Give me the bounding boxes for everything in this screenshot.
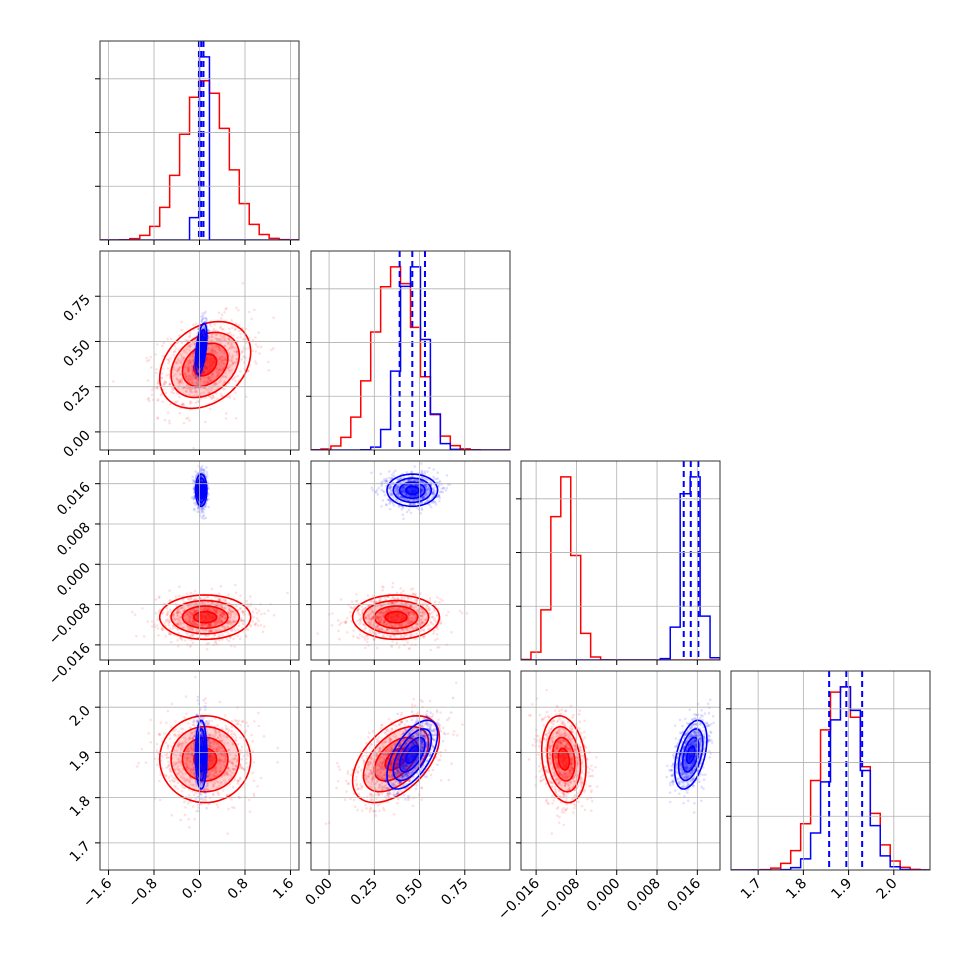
panel-2-2 — [516, 460, 721, 665]
x-tick-label: 0.000 — [584, 876, 624, 916]
panel-frame — [310, 250, 511, 451]
y-tick-label: 2.0 — [67, 703, 94, 730]
y-tick-label: −0.008 — [46, 600, 94, 648]
panel-content — [521, 671, 720, 870]
x-tick-label: 0.016 — [664, 875, 704, 915]
contour-red — [557, 747, 571, 771]
panel-1-1 — [306, 250, 511, 455]
contour-blue — [194, 719, 208, 790]
x-tick-label: −1.6 — [80, 875, 115, 910]
x-tick-label: 0.75 — [438, 876, 471, 909]
panel-3-1: 0.00 0.25 0.50 0.75 — [303, 670, 511, 909]
panel-3-0: −1.6 −0.8 0.0 0.8 1.6 1.7 1.8 1.9 2.0 — [67, 670, 300, 911]
contour-red — [192, 610, 218, 624]
x-tick-label: 1.9 — [828, 876, 855, 903]
x-tick-label: −0.008 — [535, 876, 583, 924]
x-tick-label: −0.8 — [125, 876, 160, 911]
contour-blue — [199, 341, 204, 356]
contour-blue — [685, 745, 696, 765]
panel-0-0 — [95, 40, 300, 245]
x-tick-label: 1.8 — [783, 876, 810, 903]
contour-blue — [386, 473, 439, 508]
panel-1-0: 0.00 0.25 0.50 0.75 — [60, 250, 300, 461]
panel-content — [311, 671, 510, 870]
histogram-red — [521, 476, 720, 660]
contour-red — [158, 714, 252, 804]
contour-blue — [405, 485, 420, 496]
panel-3-2: −0.016−0.008 0.000 0.008 0.016 — [495, 670, 721, 924]
contour-red — [351, 714, 441, 804]
x-tick-label: 0.25 — [348, 876, 381, 909]
y-tick-label: −0.016 — [46, 640, 94, 688]
y-tick-label: 0.00 — [60, 427, 93, 460]
y-tick-label: 0.008 — [54, 519, 94, 559]
panel-content — [521, 461, 720, 660]
panel-content — [100, 461, 299, 660]
y-tick-label: 0.50 — [60, 337, 93, 370]
panel-content — [311, 461, 510, 660]
y-tick-label: 1.8 — [67, 793, 94, 820]
x-tick-label: 0.50 — [393, 876, 426, 909]
panel-frame — [730, 670, 931, 871]
contour-red — [158, 594, 252, 641]
panel-content — [731, 671, 930, 870]
y-tick-label: 0.000 — [54, 560, 94, 600]
x-tick-label: 1.6 — [270, 875, 297, 902]
x-tick-label: 0.0 — [179, 876, 206, 903]
scatter-points-blue — [370, 696, 455, 813]
contour-blue — [405, 745, 420, 765]
panel-frame — [520, 670, 721, 871]
y-tick-label: 1.9 — [67, 748, 94, 775]
y-tick-label: 1.7 — [67, 838, 94, 865]
y-tick-label: 0.016 — [54, 479, 94, 519]
panel-content — [100, 251, 299, 450]
y-tick-label: 0.25 — [60, 382, 93, 415]
contour-blue — [199, 745, 204, 765]
panel-content — [100, 671, 299, 870]
panel-frame — [310, 460, 511, 661]
panel-2-1 — [306, 460, 511, 665]
contour-blue — [199, 485, 204, 496]
contour-red — [158, 320, 252, 410]
contour-blue — [673, 719, 708, 790]
x-tick-label: 1.7 — [738, 876, 765, 903]
contour-red — [384, 610, 408, 624]
contour-blue — [194, 322, 208, 375]
contour-blue — [194, 473, 208, 508]
x-tick-label: 0.00 — [303, 876, 336, 909]
contour-red — [540, 714, 587, 804]
contour-red — [351, 594, 441, 641]
contour-blue — [386, 719, 439, 790]
panel-frame — [520, 460, 721, 661]
x-tick-label: 0.008 — [624, 876, 664, 916]
panel-3-3: 1.7 1.8 1.9 2.0 — [726, 670, 931, 903]
x-tick-label: 2.0 — [874, 876, 901, 903]
x-tick-label: −0.016 — [495, 875, 543, 923]
panel-content — [311, 251, 510, 450]
panel-frame — [310, 670, 511, 871]
panel-content — [100, 41, 299, 240]
y-tick-label: 0.75 — [60, 292, 93, 325]
histogram-red — [311, 266, 510, 450]
x-tick-label: 0.8 — [225, 876, 252, 903]
